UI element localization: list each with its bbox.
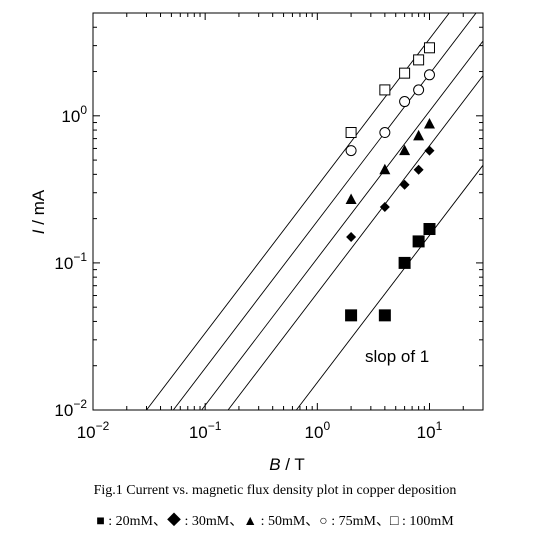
x-tick-label-exponent: 1 (436, 419, 443, 433)
y-axis-title-unit: / mA (29, 189, 48, 229)
x-tick-label-exponent: 0 (323, 419, 330, 433)
x-tick-label-base: 10 (417, 423, 436, 442)
figure-legend: ■ : 20mM、◆ : 30mM、▲ : 50mM、○ : 75mM、□ : … (96, 514, 454, 529)
y-tick-label-base: 10 (54, 401, 73, 420)
y-tick-label-exponent: −2 (73, 397, 87, 411)
marker-100mM (413, 54, 425, 66)
x-tick-label-base: 10 (305, 423, 324, 442)
x-tick-label: 10−2 (77, 419, 110, 442)
marker-75mM (345, 145, 357, 157)
y-tick-label: 10−2 (54, 397, 87, 420)
y-tick-label: 10−1 (54, 250, 87, 273)
slope-annotation: slop of 1 (365, 347, 429, 366)
y-tick-label-exponent: −1 (73, 250, 87, 264)
marker-20mM (412, 235, 425, 248)
x-tick-label-base: 10 (77, 423, 96, 442)
marker-50mM (379, 163, 391, 175)
fit-line-3 (201, 40, 483, 410)
x-tick-label-exponent: −1 (208, 419, 222, 433)
x-axis-title-unit: / T (281, 455, 305, 474)
marker-100mM (379, 84, 391, 96)
x-tick-label: 101 (417, 419, 443, 442)
marker-30mM (379, 201, 390, 212)
x-tick-label: 100 (305, 419, 331, 442)
y-axis-title-symbol: I (29, 229, 48, 234)
x-tick-label-base: 10 (189, 423, 208, 442)
plot-frame (92, 12, 484, 411)
marker-20mM (398, 256, 411, 269)
x-axis-title: B / T (269, 455, 305, 474)
fit-line-5 (146, 13, 450, 410)
marker-20mM (345, 309, 358, 322)
marker-75mM (413, 84, 425, 96)
x-tick-label: 10−1 (189, 419, 222, 442)
x-tick-label-exponent: −2 (96, 419, 110, 433)
marker-75mM (423, 69, 435, 81)
marker-75mM (379, 127, 391, 139)
marker-50mM (413, 129, 425, 141)
x-axis-title-symbol: B (269, 455, 280, 474)
y-axis-title: I / mA (29, 189, 48, 234)
fit-line-4 (172, 13, 477, 410)
marker-100mM (423, 42, 435, 54)
marker-30mM (424, 145, 435, 156)
marker-50mM (399, 144, 411, 156)
marker-30mM (413, 164, 424, 175)
marker-75mM (399, 96, 411, 108)
marker-50mM (423, 117, 435, 129)
y-tick-label-base: 10 (54, 254, 73, 273)
marker-20mM (378, 309, 391, 322)
figure-caption: Fig.1 Current vs. magnetic flux density … (93, 483, 457, 498)
marker-50mM (345, 193, 357, 204)
y-tick-label-base: 10 (61, 107, 80, 126)
y-tick-label-exponent: 0 (80, 103, 87, 117)
data-markers (345, 42, 436, 322)
fit-line-1 (295, 164, 483, 410)
fit-lines (146, 13, 483, 410)
marker-100mM (345, 127, 357, 139)
marker-30mM (399, 179, 410, 190)
marker-30mM (346, 232, 357, 243)
fit-line-2 (227, 75, 483, 410)
y-tick-label: 100 (61, 103, 87, 126)
marker-100mM (399, 67, 411, 79)
marker-20mM (423, 223, 436, 236)
